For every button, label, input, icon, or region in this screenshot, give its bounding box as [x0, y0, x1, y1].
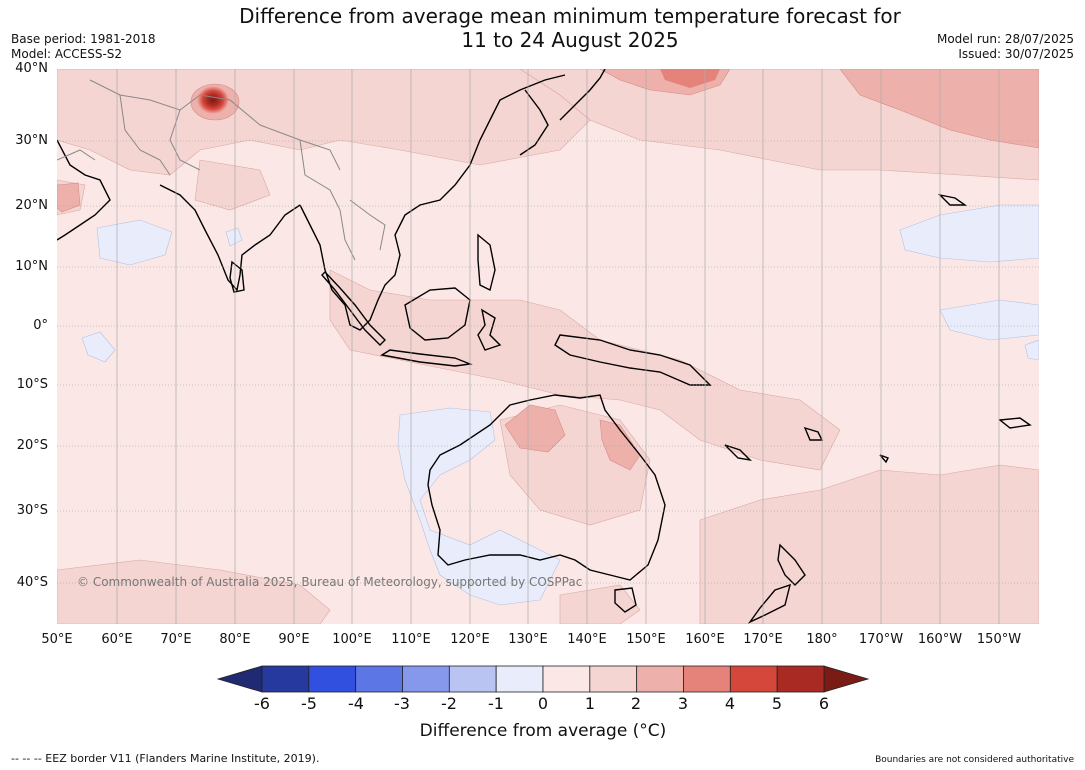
colorbar-under-arrow	[216, 665, 263, 693]
lon-label-140e: 140°E	[567, 632, 607, 647]
issued-date: Issued: 30/07/2025	[958, 47, 1074, 61]
lon-label-160w: 160°W	[917, 632, 963, 647]
lon-label-110e: 110°E	[391, 632, 431, 647]
anomaly-hotspot	[197, 86, 229, 114]
colorbar-tick: 5	[771, 694, 783, 713]
colorbar-tick: 2	[630, 694, 642, 713]
meta-right: Model run: 28/07/2025 Issued: 30/07/2025	[937, 32, 1074, 62]
lon-label-60e: 60°E	[101, 632, 133, 647]
coastlines	[57, 69, 1032, 624]
colorbar-segment	[495, 665, 544, 693]
title-line-1: Difference from average mean minimum tem…	[239, 4, 901, 28]
lon-label-150w: 150°W	[976, 632, 1022, 647]
colorbar-tick: 4	[724, 694, 736, 713]
colorbar-segment	[355, 665, 403, 693]
colorbar-tick: -5	[301, 694, 317, 713]
colorbar-segment	[402, 665, 450, 693]
lat-label-40s: 40°S	[16, 575, 48, 590]
colorbar-tick: 1	[584, 694, 596, 713]
anomaly-2-3-regions	[57, 69, 1039, 471]
lon-label-170w: 170°W	[858, 632, 904, 647]
eez-note: -- -- -- EEZ border V11 (Flanders Marine…	[11, 752, 320, 765]
lon-label-90e: 90°E	[278, 632, 310, 647]
lon-label-160e: 160°E	[685, 632, 725, 647]
copyright-notice: © Commonwealth of Australia 2025, Bureau…	[77, 575, 583, 589]
colorbar-segment	[589, 665, 638, 693]
colorbar-over-arrow	[823, 665, 870, 693]
lon-label-50e: 50°E	[41, 632, 73, 647]
base-period: Base period: 1981-2018	[11, 32, 156, 46]
colorbar-tick: 0	[537, 694, 549, 713]
colorbar-label: Difference from average (°C)	[419, 721, 667, 741]
lat-label-30n: 30°N	[15, 133, 48, 148]
colorbar-segment	[636, 665, 684, 693]
lon-label-70e: 70°E	[160, 632, 192, 647]
lat-label-10n: 10°N	[15, 259, 48, 274]
colorbar-segment	[776, 665, 825, 693]
meta-left: Base period: 1981-2018 Model: ACCESS-S2	[11, 32, 156, 62]
colorbar-tick: 6	[818, 694, 830, 713]
colorbar-segment	[683, 665, 731, 693]
lat-label-30s: 30°S	[16, 503, 48, 518]
lon-label-150e: 150°E	[626, 632, 666, 647]
lat-label-0: 0°	[33, 318, 48, 333]
lon-label-80e: 80°E	[219, 632, 251, 647]
colorbar-tick: -2	[441, 694, 457, 713]
lat-label-10s: 10°S	[16, 377, 48, 392]
colorbar-segment	[542, 665, 591, 693]
boundaries-disclaimer: Boundaries are not considered authoritat…	[875, 755, 1074, 765]
colorbar-segment	[448, 665, 497, 693]
map-field	[57, 69, 1039, 624]
map-title: Difference from average mean minimum tem…	[200, 4, 940, 52]
colorbar-tick: -4	[348, 694, 364, 713]
lon-label-170e: 170°E	[743, 632, 783, 647]
lon-label-100e: 100°E	[332, 632, 372, 647]
colorbar-segments	[261, 665, 825, 693]
title-line-2: 11 to 24 August 2025	[461, 28, 679, 52]
colorbar-segment	[729, 665, 778, 693]
colorbar	[216, 665, 870, 693]
colorbar-tick: -3	[394, 694, 410, 713]
lon-label-180: 180°	[806, 632, 838, 647]
colorbar-segment	[261, 665, 310, 693]
colorbar-tick: -1	[488, 694, 504, 713]
lon-label-120e: 120°E	[450, 632, 490, 647]
model-run: Model run: 28/07/2025	[936, 32, 1074, 46]
colorbar-tick: 3	[677, 694, 689, 713]
meridians	[116, 69, 1000, 624]
lat-label-20n: 20°N	[15, 198, 48, 213]
model-name: Model: ACCESS-S2	[11, 47, 123, 61]
colorbar-segment	[308, 665, 357, 693]
lon-label-130e: 130°E	[508, 632, 548, 647]
colorbar-tick: -6	[254, 694, 270, 713]
lat-label-20s: 20°S	[16, 438, 48, 453]
country-borders	[57, 79, 386, 261]
lat-label-40n: 40°N	[15, 61, 48, 76]
